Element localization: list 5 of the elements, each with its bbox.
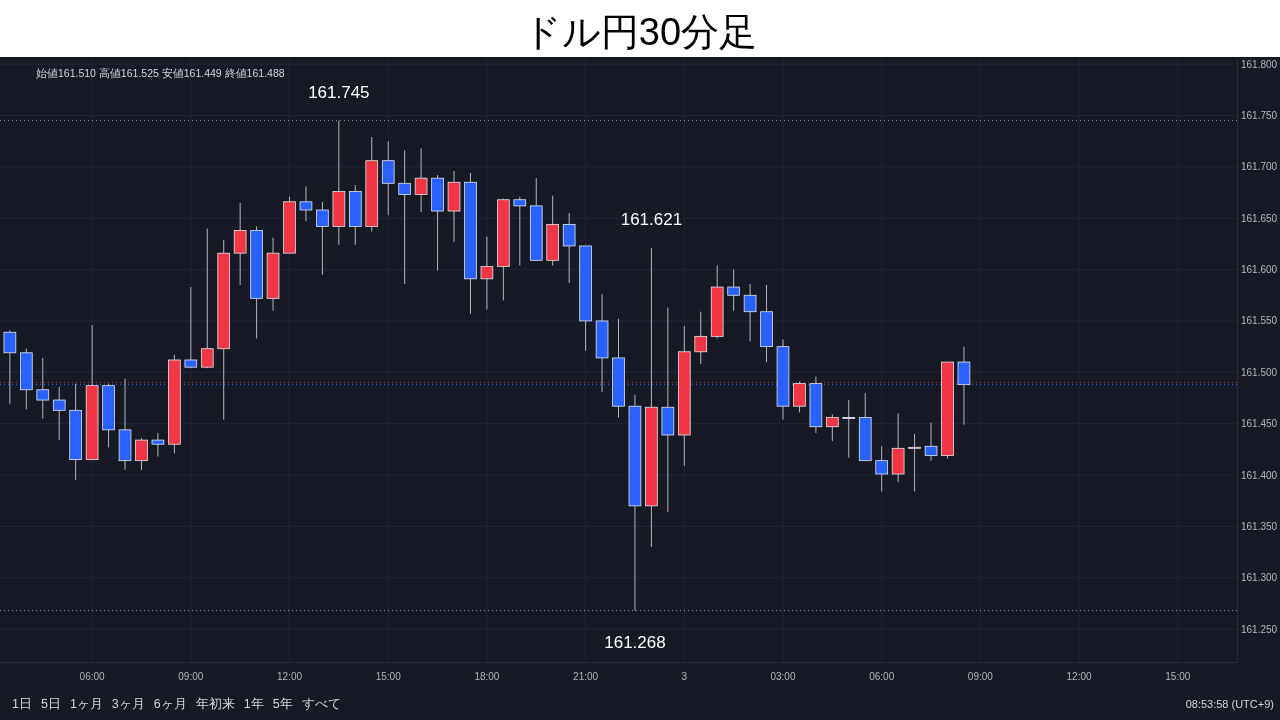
clock: 08:53:58 (UTC+9) <box>1185 698 1274 710</box>
annotation: 161.745 <box>308 82 370 102</box>
annotation: 161.268 <box>604 632 666 652</box>
title: ドル円30分足 <box>522 11 758 53</box>
annotation: 161.621 <box>620 210 683 229</box>
